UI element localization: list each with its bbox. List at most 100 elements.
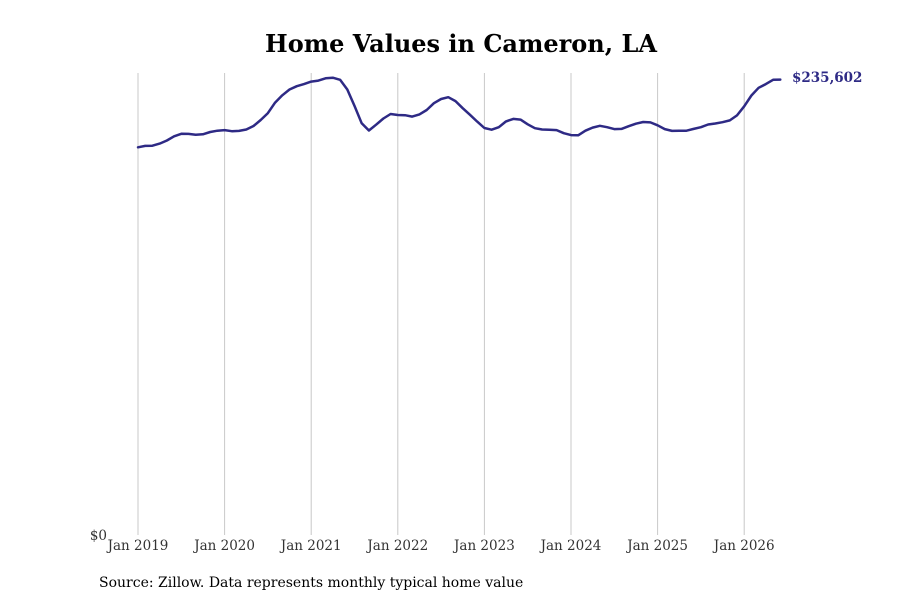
data-point (620, 128, 622, 130)
vertical-gridlines (137, 73, 745, 535)
data-point (440, 98, 442, 100)
data-point (613, 128, 615, 130)
data-point (303, 83, 305, 85)
data-point (534, 127, 536, 129)
data-point (267, 112, 269, 114)
data-point (454, 100, 456, 102)
data-point (577, 134, 579, 136)
data-point (159, 142, 161, 144)
data-point (700, 126, 702, 128)
data-point (772, 79, 774, 81)
data-point (144, 145, 146, 147)
data-point (288, 88, 290, 90)
data-point (483, 127, 485, 129)
data-point (281, 94, 283, 96)
data-point (591, 126, 593, 128)
data-point (310, 80, 312, 82)
data-point (216, 130, 218, 132)
x-tick-label: Jan 2026 (712, 538, 775, 554)
x-tick-label: Jan 2019 (106, 538, 169, 554)
x-tick-label: Jan 2022 (365, 538, 428, 554)
data-point (570, 134, 572, 136)
source-note: Source: Zillow. Data represents monthly … (99, 575, 523, 591)
data-point (642, 121, 644, 123)
data-point (628, 125, 630, 127)
data-point (245, 128, 247, 130)
data-point (671, 130, 673, 132)
x-tick-label: Jan 2020 (192, 538, 255, 554)
data-point (195, 134, 197, 136)
data-point (375, 124, 377, 126)
plot-area (136, 76, 782, 149)
data-point (433, 102, 435, 104)
data-point (332, 77, 334, 79)
data-point (382, 117, 384, 119)
final-value-label: $235,602 (792, 70, 862, 86)
x-tick-label: Jan 2023 (452, 538, 515, 554)
data-point (656, 124, 658, 126)
data-point (353, 105, 355, 107)
data-point (238, 130, 240, 132)
data-point (729, 119, 731, 121)
data-point (599, 125, 601, 127)
data-point (606, 126, 608, 128)
data-point (736, 114, 738, 116)
data-point (447, 96, 449, 98)
data-point (166, 139, 168, 141)
home-value-series-line (136, 76, 782, 149)
data-point (180, 133, 182, 135)
data-point (404, 114, 406, 116)
data-point (765, 83, 767, 85)
data-point (721, 121, 723, 123)
data-point (584, 130, 586, 132)
data-point (678, 130, 680, 132)
data-point (664, 128, 666, 130)
data-point (418, 113, 420, 115)
data-point (685, 130, 687, 132)
data-point (137, 146, 139, 148)
data-point (151, 145, 153, 147)
data-point (519, 118, 521, 120)
data-point (361, 122, 363, 124)
data-point (743, 105, 745, 107)
data-point (750, 94, 752, 96)
data-point (779, 78, 781, 80)
data-point (411, 115, 413, 117)
data-point (757, 87, 759, 89)
data-point (541, 128, 543, 130)
data-point (296, 85, 298, 87)
data-point (527, 123, 529, 125)
data-point (693, 128, 695, 130)
data-point (397, 114, 399, 116)
data-point (426, 109, 428, 111)
data-point (548, 129, 550, 131)
data-point (512, 118, 514, 120)
data-point (707, 123, 709, 125)
data-point (252, 125, 254, 127)
data-point (476, 120, 478, 122)
x-axis-tick-labels: Jan 2019 Jan 2020 Jan 2021 Jan 2022 Jan 2023… (106, 538, 775, 554)
x-tick-label: Jan 2025 (625, 538, 688, 554)
data-point (260, 119, 262, 121)
data-point (368, 129, 370, 131)
data-point (209, 131, 211, 133)
x-tick-label: Jan 2024 (539, 538, 602, 554)
data-point (223, 129, 225, 131)
data-point (324, 77, 326, 79)
data-point (346, 88, 348, 90)
data-point (498, 126, 500, 128)
data-point (274, 101, 276, 103)
data-point (555, 129, 557, 131)
data-point (173, 135, 175, 137)
y-tick-label-zero: $0 (90, 528, 107, 544)
data-point (202, 133, 204, 135)
data-point (462, 107, 464, 109)
x-tick-label: Jan 2021 (279, 538, 342, 554)
data-point (469, 114, 471, 116)
data-point (490, 129, 492, 131)
data-point (649, 121, 651, 123)
data-point (505, 120, 507, 122)
data-point (714, 122, 716, 124)
data-point (563, 132, 565, 134)
